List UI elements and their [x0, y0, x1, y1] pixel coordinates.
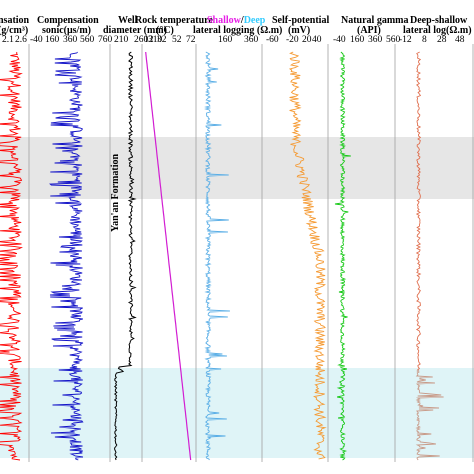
well-tick-3: 310 [148, 35, 163, 45]
formation-label: Yan'an Formation [110, 154, 121, 233]
deep-shallow-curve-lower [415, 369, 444, 461]
density-tick-1: 2.1 [2, 35, 14, 45]
sp-tick-1: -60 [266, 35, 279, 45]
natural-gamma-curve [334, 51, 351, 461]
sp-track-title-line1: Self-potential [272, 15, 329, 26]
lateral-title-shallow: Shallow [207, 15, 242, 26]
self-potential-curve [288, 51, 327, 460]
gamma-tick-2: 160 [350, 35, 365, 45]
sonic-tick-2: 160 [45, 35, 60, 45]
temperature-track-title-line1: Rock temperature [135, 15, 213, 26]
sonic-tick-1: -40 [30, 35, 43, 45]
temperature-tick-2: 32 [157, 35, 167, 45]
lateral-title-deep: Deep [244, 15, 266, 26]
lateral-tick-1: 160 [218, 35, 233, 45]
lateral-tick-2: 360 [244, 35, 259, 45]
lateral-logging-curve [204, 51, 230, 461]
gamma-track-title-line2: (API) [357, 25, 381, 36]
lateral-title-separator: / [240, 15, 244, 26]
well-track-title-line1: Well [118, 15, 138, 26]
deep-shallow-tick-3: 28 [437, 35, 447, 45]
temperature-curve [145, 51, 192, 461]
lateral-track-title-line2: lateral logging (Ω.m) [193, 25, 282, 36]
sp-tick-2: -20 [286, 35, 299, 45]
sonic-curve [49, 51, 84, 461]
temperature-tick-1: 12 [144, 35, 154, 45]
density-curve [0, 51, 24, 461]
sp-track-title-line2: (mV) [288, 25, 310, 36]
well-tick-2: 260 [134, 35, 149, 45]
grey-interval-band [0, 137, 474, 199]
density-track-title-line1: nsation [0, 15, 30, 26]
sonic-track-title-line2: sonic(μs/m) [42, 25, 91, 36]
lateral-track-title-line1: Shallow/Deep [207, 15, 266, 26]
sonic-tick-3: 360 [63, 35, 78, 45]
sonic-tick-4: 560 [80, 35, 95, 45]
gamma-tick-4: 560 [386, 35, 401, 45]
sonic-track-title-line1: Compensation [37, 15, 99, 26]
well-tick-1: 210 [114, 35, 129, 45]
deep-shallow-track-title-line1: Deep-shallow [410, 15, 468, 26]
temperature-tick-4: 72 [186, 35, 196, 45]
gamma-track-title-line1: Natural gamma [341, 15, 409, 26]
temperature-tick-3: 52 [172, 35, 182, 45]
sp-tick-4: 40 [312, 35, 322, 45]
deep-shallow-tick-2: 8 [422, 35, 427, 45]
gamma-tick-3: 360 [368, 35, 383, 45]
gamma-tick-1: -40 [333, 35, 346, 45]
sonic-tick-5: 760 [98, 35, 113, 45]
density-tick-2: 2.6 [15, 35, 27, 45]
density-track-title-line2: (g/cm³) [0, 25, 28, 36]
track-dividers [28, 44, 474, 462]
well-track-title-line2: diameter (mm) [103, 25, 167, 36]
deep-shallow-track-title-line2: lateral log(Ω.m) [403, 25, 472, 36]
sp-tick-3: 20 [302, 35, 312, 45]
deep-shallow-tick-4: 48 [455, 35, 465, 45]
temperature-track-title-line2: (°C) [156, 25, 174, 36]
deep-shallow-tick-1: -12 [399, 35, 412, 45]
well-diameter-curve [113, 51, 137, 461]
deep-shallow-curve-upper [415, 51, 422, 371]
